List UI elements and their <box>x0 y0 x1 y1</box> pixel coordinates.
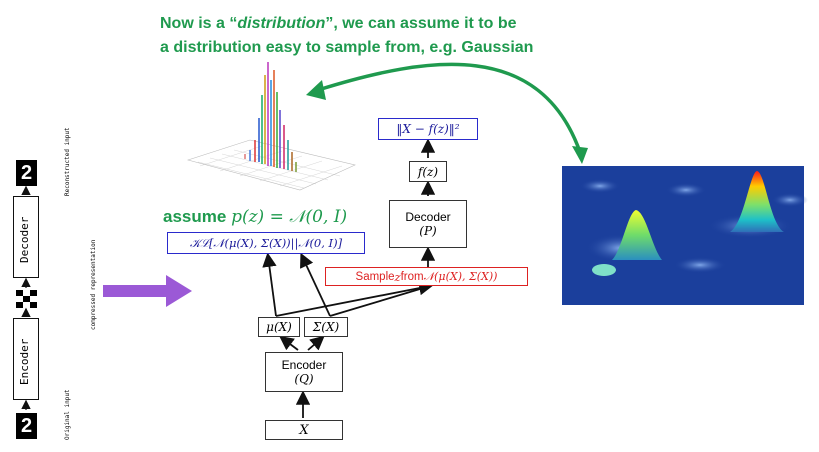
reconstructed-digit-image: 2 <box>16 160 37 186</box>
headline: Now is a “distribution”, we can assume i… <box>160 12 620 60</box>
vae-flow-arrows <box>262 138 436 418</box>
reconstruction-loss-text: ‖X − f(z)‖² <box>396 122 460 136</box>
sigma-box: Σ(X) <box>304 317 348 337</box>
green-curved-arrow <box>306 62 588 164</box>
left-encoder-box: Encoder <box>13 318 39 400</box>
compressed-pattern <box>16 290 37 308</box>
gaussian-histogram-image <box>186 62 356 191</box>
fz-box: f(z) <box>409 161 447 182</box>
sigma-text: Σ(X) <box>312 320 340 334</box>
left-decoder-box: Decoder <box>13 196 39 278</box>
prior-formula: p(z) = 𝒩(0, I) <box>231 207 348 227</box>
input-x-text: X <box>299 422 309 438</box>
input-x-box: X <box>265 420 343 440</box>
vae-decoder-label: Decoder <box>405 210 451 224</box>
original-digit-image: 2 <box>16 413 37 439</box>
vae-encoder-label: Encoder <box>281 358 327 372</box>
sample-text: Sample <box>355 270 395 283</box>
headline-line-2: a distribution easy to sample from, e.g.… <box>160 39 534 56</box>
headline-emphasis: distribution <box>237 15 326 32</box>
prior-assumption: assume p(z) = 𝒩(0, I) <box>163 207 347 227</box>
kl-left: 𝒦ℒ[𝒩(μ(X), Σ(X)) <box>189 235 291 250</box>
original-digit-glyph: 2 <box>20 415 33 437</box>
sample-z: z <box>394 269 401 284</box>
purple-transition-arrow <box>103 275 192 307</box>
kl-right: 𝒩(0, I)] <box>298 235 343 250</box>
reconstructed-digit-glyph: 2 <box>20 162 33 184</box>
vae-encoder-box: Encoder (Q) <box>265 352 343 392</box>
sample-from: from <box>400 270 424 283</box>
vae-decoder-sub: (P) <box>419 224 437 238</box>
mu-box: μ(X) <box>258 317 300 337</box>
assume-word: assume <box>163 207 227 226</box>
kl-divergence-box: 𝒦ℒ[𝒩(μ(X), Σ(X)) || 𝒩(0, I)] <box>167 232 365 254</box>
reconstruction-loss-box: ‖X − f(z)‖² <box>378 118 478 140</box>
fz-text: f(z) <box>417 164 439 179</box>
kl-separator: || <box>290 236 299 250</box>
vae-decoder-box: Decoder (P) <box>389 200 467 248</box>
vae-encoder-sub: (Q) <box>294 372 314 386</box>
compressed-representation-image <box>16 290 37 308</box>
latent-density-heatmap-image <box>562 166 808 305</box>
mu-text: μ(X) <box>266 320 292 334</box>
sample-distribution: 𝒩(μ(X), Σ(X)) <box>423 269 498 283</box>
sample-z-box: Sample z from 𝒩(μ(X), Σ(X)) <box>325 267 528 286</box>
headline-line-1: Now is a “distribution”, we can assume i… <box>160 15 517 32</box>
